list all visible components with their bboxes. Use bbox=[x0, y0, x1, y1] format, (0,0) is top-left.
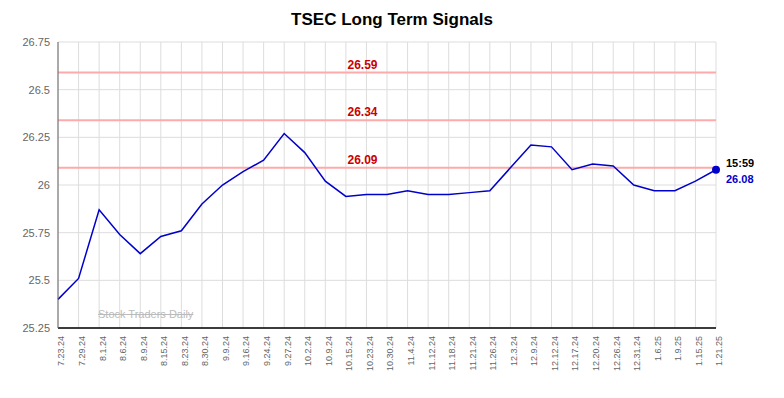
svg-text:12.9.24: 12.9.24 bbox=[529, 336, 539, 366]
svg-text:8.23.24: 8.23.24 bbox=[180, 336, 190, 366]
svg-text:12.26.24: 12.26.24 bbox=[612, 336, 622, 371]
svg-text:26.08: 26.08 bbox=[726, 173, 754, 185]
svg-text:10.23.24: 10.23.24 bbox=[365, 336, 375, 371]
svg-text:8.1.24: 8.1.24 bbox=[98, 336, 108, 361]
svg-text:26.09: 26.09 bbox=[348, 153, 378, 167]
svg-text:11.4.24: 11.4.24 bbox=[406, 336, 416, 365]
svg-text:1.9.25: 1.9.25 bbox=[673, 336, 683, 361]
svg-text:12.17.24: 12.17.24 bbox=[570, 336, 580, 371]
html-text:Stock Traders Daily: Stock Traders Daily bbox=[98, 308, 194, 320]
svg-text:12.20.24: 12.20.24 bbox=[591, 336, 601, 371]
svg-text:25.75: 25.75 bbox=[22, 227, 50, 239]
svg-text:8.9.24: 8.9.24 bbox=[139, 336, 149, 361]
svg-text:26.34: 26.34 bbox=[348, 105, 378, 119]
svg-text:25.5: 25.5 bbox=[29, 274, 50, 286]
svg-text:26.75: 26.75 bbox=[22, 36, 50, 48]
svg-text:26.5: 26.5 bbox=[29, 84, 50, 96]
svg-text:10.9.24: 10.9.24 bbox=[324, 336, 334, 366]
svg-text:10.2.24: 10.2.24 bbox=[303, 336, 313, 366]
svg-text:15:59: 15:59 bbox=[726, 157, 754, 169]
svg-text:26: 26 bbox=[38, 179, 50, 191]
svg-text:11.26.24: 11.26.24 bbox=[488, 336, 498, 370]
html-text:TSEC Long Term Signals: TSEC Long Term Signals bbox=[291, 10, 493, 29]
svg-text:8.30.24: 8.30.24 bbox=[200, 336, 210, 366]
svg-text:1.15.25: 1.15.25 bbox=[694, 336, 704, 366]
svg-text:7.29.24: 7.29.24 bbox=[77, 336, 87, 366]
svg-text:8.15.24: 8.15.24 bbox=[159, 336, 169, 366]
svg-text:11.21.24: 11.21.24 bbox=[468, 336, 478, 370]
svg-text:9.16.24: 9.16.24 bbox=[241, 336, 251, 366]
svg-text:11.12.24: 11.12.24 bbox=[427, 336, 437, 370]
svg-text:12.3.24: 12.3.24 bbox=[509, 336, 519, 366]
svg-text:1.21.25: 1.21.25 bbox=[714, 336, 724, 366]
svg-text:26.25: 26.25 bbox=[22, 131, 50, 143]
svg-text:12.12.24: 12.12.24 bbox=[550, 336, 560, 371]
svg-text:11.18.24: 11.18.24 bbox=[447, 336, 457, 370]
svg-text:9.27.24: 9.27.24 bbox=[283, 336, 293, 366]
svg-text:1.6.25: 1.6.25 bbox=[653, 336, 663, 361]
svg-text:26.59: 26.59 bbox=[348, 58, 378, 72]
svg-text:10.30.24: 10.30.24 bbox=[385, 336, 395, 371]
svg-text:10.15.24: 10.15.24 bbox=[344, 336, 354, 371]
svg-text:8.6.24: 8.6.24 bbox=[118, 336, 128, 361]
svg-text:25.25: 25.25 bbox=[22, 322, 50, 334]
svg-text:12.31.24: 12.31.24 bbox=[632, 336, 642, 371]
svg-text:7.23.24: 7.23.24 bbox=[56, 336, 66, 366]
svg-text:9.9.24: 9.9.24 bbox=[221, 336, 231, 361]
svg-text:9.24.24: 9.24.24 bbox=[262, 336, 272, 366]
